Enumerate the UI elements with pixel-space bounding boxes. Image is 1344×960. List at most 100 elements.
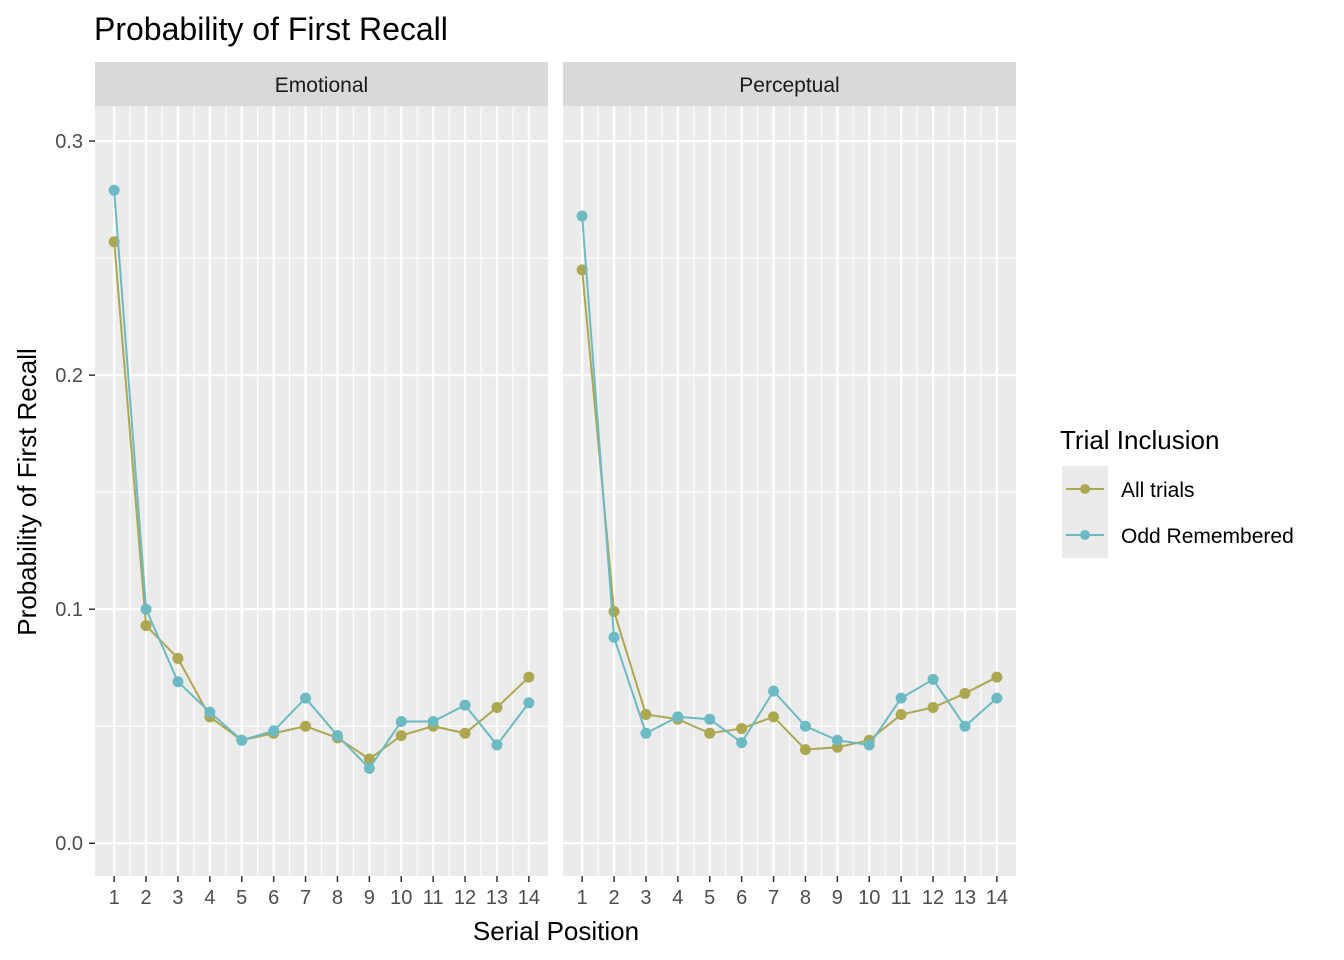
x-tick-label: 2 (608, 887, 619, 909)
data-point-odd-remembered (895, 692, 907, 704)
y-axis-label: Probability of First Recall (12, 348, 42, 636)
data-point-odd-remembered (863, 739, 875, 751)
data-point-all-trials (523, 671, 535, 683)
data-point-odd-remembered (831, 734, 843, 746)
x-tick-label: 10 (858, 887, 880, 909)
legend-item-all-trials: All trials (1066, 479, 1195, 502)
series-line-odd-remembered (581, 215, 998, 747)
data-point-odd-remembered (736, 737, 748, 749)
data-point-odd-remembered (491, 739, 503, 751)
data-point-odd-remembered (576, 210, 588, 222)
facet-strip-label: Emotional (275, 74, 368, 97)
data-point-all-trials (736, 723, 748, 735)
data-point-all-trials (927, 701, 939, 713)
legend-title: Trial Inclusion (1060, 425, 1219, 455)
data-point-odd-remembered (204, 706, 216, 718)
data-point-odd-remembered (991, 692, 1003, 704)
data-point-odd-remembered (331, 730, 343, 742)
x-tick-label: 9 (832, 887, 843, 909)
data-point-all-trials (608, 606, 620, 618)
legend-point-odd-remembered (1080, 530, 1090, 540)
x-tick-label: 6 (736, 887, 747, 909)
data-point-odd-remembered (608, 631, 620, 643)
x-tick-label: 12 (454, 887, 476, 909)
x-tick-label: 6 (268, 887, 279, 909)
y-tick-label: 0.0 (55, 833, 83, 855)
data-point-odd-remembered (459, 699, 471, 711)
data-point-all-trials (799, 744, 811, 756)
data-point-odd-remembered (672, 711, 684, 723)
data-point-all-trials (640, 709, 652, 721)
data-point-all-trials (300, 720, 312, 732)
data-point-odd-remembered (363, 762, 375, 774)
x-tick-label: 4 (672, 887, 683, 909)
data-point-odd-remembered (108, 184, 120, 196)
x-tick-label: 11 (423, 887, 444, 909)
data-point-all-trials (491, 701, 503, 713)
data-point-all-trials (459, 727, 471, 739)
x-tick-label: 1 (577, 887, 588, 909)
facet-strip (95, 62, 548, 106)
legend-item-odd-remembered: Odd Remembered (1066, 525, 1294, 548)
facet-strip (563, 62, 1016, 106)
data-point-all-trials (140, 620, 152, 632)
data-point-all-trials (704, 727, 716, 739)
y-tick-label: 0.1 (55, 599, 83, 621)
series-line-odd-remembered (113, 190, 530, 770)
data-point-all-trials (363, 753, 375, 765)
x-tick-label: 8 (800, 887, 811, 909)
legend: Trial Inclusion All trials Odd Remembere… (1060, 425, 1294, 558)
x-tick-label: 1 (109, 887, 120, 909)
x-tick-label: 4 (204, 887, 215, 909)
data-point-odd-remembered (427, 716, 439, 728)
data-point-all-trials (895, 709, 907, 721)
data-point-odd-remembered (300, 692, 312, 704)
y-tick-label: 0.2 (55, 365, 83, 387)
data-point-odd-remembered (140, 603, 152, 615)
data-point-all-trials (576, 264, 588, 276)
legend-label-all-trials: All trials (1121, 479, 1195, 502)
x-tick-label: 14 (518, 887, 540, 909)
x-tick-label: 8 (332, 887, 343, 909)
data-point-odd-remembered (523, 697, 535, 709)
x-tick-label: 5 (704, 887, 715, 909)
data-point-all-trials (768, 711, 780, 723)
data-point-all-trials (172, 652, 184, 664)
legend-label-odd-remembered: Odd Remembered (1121, 525, 1294, 548)
facet-strip-label: Perceptual (739, 74, 839, 97)
data-point-odd-remembered (268, 725, 280, 737)
y-tick-label: 0.3 (55, 131, 83, 153)
data-point-odd-remembered (236, 734, 248, 746)
chart-title: Probability of First Recall (94, 11, 448, 47)
x-tick-label: 12 (922, 887, 944, 909)
data-point-odd-remembered (927, 673, 939, 685)
x-tick-label: 13 (954, 887, 976, 909)
legend-point-all-trials (1080, 484, 1090, 494)
x-tick-label: 11 (891, 887, 912, 909)
data-point-all-trials (395, 730, 407, 742)
x-tick-label: 5 (236, 887, 247, 909)
x-tick-label: 10 (390, 887, 412, 909)
x-tick-label: 2 (140, 887, 151, 909)
data-point-odd-remembered (799, 720, 811, 732)
data-point-odd-remembered (704, 713, 716, 725)
x-tick-label: 7 (300, 887, 311, 909)
legend-key-background (1062, 466, 1108, 558)
data-point-all-trials (991, 671, 1003, 683)
x-tick-label: 9 (364, 887, 375, 909)
x-tick-label: 3 (172, 887, 183, 909)
data-point-odd-remembered (768, 685, 780, 697)
x-tick-label: 13 (486, 887, 508, 909)
data-point-odd-remembered (959, 720, 971, 732)
x-axis-label: Serial Position (473, 916, 639, 946)
x-tick-label: 14 (986, 887, 1008, 909)
data-point-odd-remembered (640, 727, 652, 739)
data-point-all-trials (959, 687, 971, 699)
data-point-odd-remembered (172, 676, 184, 688)
x-tick-label: 7 (768, 887, 779, 909)
x-tick-label: 3 (640, 887, 651, 909)
